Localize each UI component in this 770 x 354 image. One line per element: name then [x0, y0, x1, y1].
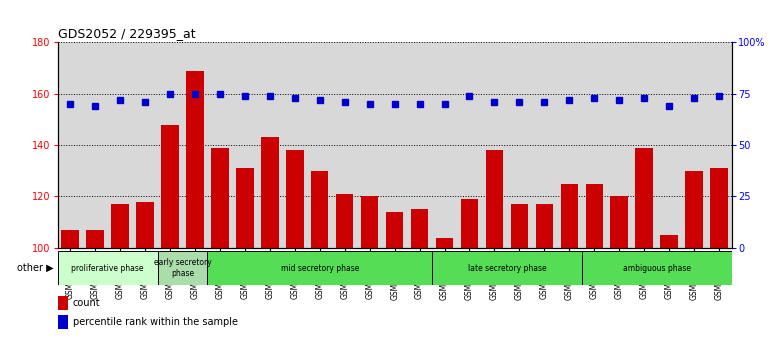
Bar	[411, 209, 428, 354]
Bar	[661, 235, 678, 354]
Bar	[161, 125, 179, 354]
Text: other ▶: other ▶	[17, 263, 54, 273]
Bar	[336, 194, 353, 354]
Bar	[286, 150, 303, 354]
Bar	[86, 230, 104, 354]
Bar	[582, 251, 732, 285]
Bar	[685, 171, 703, 354]
Text: GDS2052 / 229395_at: GDS2052 / 229395_at	[58, 27, 196, 40]
Text: proliferative phase: proliferative phase	[72, 264, 144, 273]
Bar	[112, 204, 129, 354]
Bar	[436, 238, 454, 354]
Text: early secretory
phase: early secretory phase	[154, 258, 212, 278]
Bar	[58, 315, 68, 329]
Text: mid secretory phase: mid secretory phase	[280, 264, 359, 273]
Bar	[261, 137, 279, 354]
Bar	[361, 196, 378, 354]
Bar	[236, 168, 253, 354]
Bar	[186, 71, 204, 354]
Bar	[136, 202, 154, 354]
Bar	[611, 196, 628, 354]
Bar	[207, 251, 432, 285]
Text: percentile rank within the sample: percentile rank within the sample	[72, 318, 237, 327]
Bar	[561, 184, 578, 354]
Text: late secretory phase: late secretory phase	[467, 264, 546, 273]
Bar	[158, 251, 207, 285]
Bar	[536, 204, 553, 354]
Bar	[635, 148, 653, 354]
Bar	[211, 148, 229, 354]
Text: count: count	[72, 298, 100, 308]
Bar	[58, 251, 158, 285]
Bar	[511, 204, 528, 354]
Bar	[62, 230, 79, 354]
Bar	[486, 150, 503, 354]
Bar	[432, 251, 582, 285]
Bar	[386, 212, 403, 354]
Bar	[460, 199, 478, 354]
Bar	[585, 184, 603, 354]
Text: ambiguous phase: ambiguous phase	[623, 264, 691, 273]
Bar	[710, 168, 728, 354]
Bar	[58, 296, 68, 309]
Bar	[311, 171, 329, 354]
